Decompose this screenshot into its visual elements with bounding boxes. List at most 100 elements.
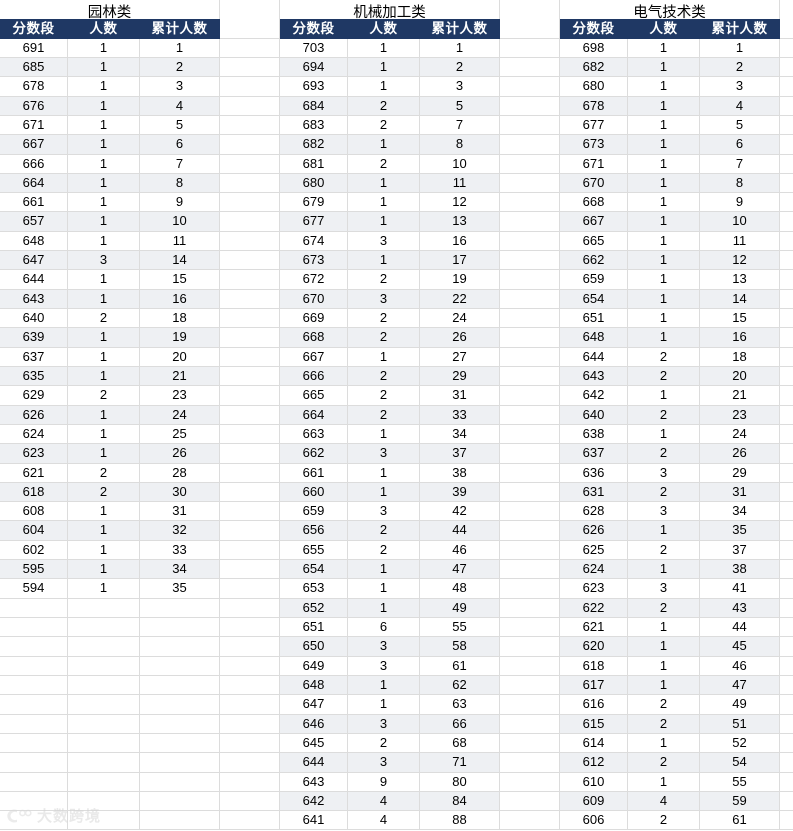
table-cell: 48 (420, 579, 500, 599)
spacer-cell (220, 270, 280, 290)
column-header-2: 累计人数 (140, 19, 220, 39)
spacer-cell (780, 405, 793, 425)
table-cell: 1 (628, 193, 700, 213)
spacer-cell (500, 753, 560, 773)
table-cell: 1 (628, 57, 700, 78)
empty-cell (140, 772, 220, 792)
empty-cell (0, 695, 68, 715)
empty-cell (68, 598, 140, 618)
table-cell: 1 (68, 154, 140, 174)
spacer-cell (220, 154, 280, 174)
spacer-cell (500, 598, 560, 618)
table-cell: 644 (0, 270, 68, 290)
table-cell: 14 (700, 289, 780, 309)
table-cell: 88 (420, 811, 500, 831)
empty-cell (140, 656, 220, 676)
table-cell: 624 (560, 560, 628, 580)
spacer-cell (780, 811, 793, 831)
table-cell: 55 (420, 618, 500, 638)
table-cell: 38 (700, 560, 780, 580)
spacer-cell (500, 791, 560, 812)
spacer-cell (220, 386, 280, 406)
spacer-cell (220, 579, 280, 599)
table-cell: 1 (348, 251, 420, 271)
table-cell: 2 (628, 347, 700, 367)
empty-cell (140, 637, 220, 657)
table-cell: 652 (280, 598, 348, 618)
table-cell: 642 (560, 386, 628, 406)
table-cell: 684 (280, 96, 348, 116)
spacer-cell (780, 251, 793, 271)
spacer-cell (500, 675, 560, 696)
table-cell: 59 (700, 791, 780, 812)
table-cell: 8 (140, 173, 220, 194)
table-cell: 10 (420, 154, 500, 174)
spacer-cell (220, 19, 280, 39)
table-cell: 15 (700, 309, 780, 329)
column-header-2: 累计人数 (700, 19, 780, 39)
table-cell: 2 (348, 96, 420, 116)
spacer-cell (500, 270, 560, 290)
table-cell: 1 (68, 560, 140, 580)
table-cell: 1 (68, 405, 140, 425)
table-cell: 1 (628, 675, 700, 696)
spacer-cell (780, 618, 793, 638)
table-cell: 47 (420, 560, 500, 580)
empty-cell (68, 695, 140, 715)
spacer-cell (780, 57, 793, 78)
table-cell: 1 (348, 424, 420, 445)
table-cell: 7 (140, 154, 220, 174)
table-cell: 32 (140, 521, 220, 541)
table-cell: 3 (68, 251, 140, 271)
spacer-cell (220, 328, 280, 348)
table-cell: 648 (560, 328, 628, 348)
table-cell: 636 (560, 463, 628, 483)
spacer-cell (780, 444, 793, 464)
table-cell: 7 (420, 115, 500, 136)
column-header-1: 人数 (348, 19, 420, 39)
spacer-cell (780, 270, 793, 290)
table-cell: 9 (348, 772, 420, 792)
table-cell: 34 (140, 560, 220, 580)
table-cell: 1 (628, 270, 700, 290)
table-cell: 703 (280, 38, 348, 58)
table-cell: 1 (348, 173, 420, 194)
spacer-cell (780, 521, 793, 541)
table-cell: 35 (140, 579, 220, 599)
spacer-cell (220, 289, 280, 309)
spacer-cell (780, 714, 793, 734)
table-cell: 63 (420, 695, 500, 715)
table-cell: 1 (68, 231, 140, 252)
table-cell: 1 (628, 212, 700, 232)
table-cell: 23 (700, 405, 780, 425)
column-header-1: 人数 (628, 19, 700, 39)
spacer-cell (220, 96, 280, 116)
spacer-cell (500, 289, 560, 309)
table-cell: 1 (68, 270, 140, 290)
table-cell: 24 (420, 309, 500, 329)
table-cell: 22 (420, 289, 500, 309)
table-cell: 2 (348, 386, 420, 406)
table-cell: 47 (700, 675, 780, 696)
table-cell: 609 (560, 791, 628, 812)
table-cell: 638 (560, 424, 628, 445)
table-cell: 26 (140, 444, 220, 464)
spacer-cell (220, 135, 280, 155)
empty-cell (140, 695, 220, 715)
column-header-1: 人数 (68, 19, 140, 39)
table-cell: 641 (280, 811, 348, 831)
table-cell: 1 (348, 482, 420, 503)
table-cell: 26 (700, 444, 780, 464)
table-cell: 1 (348, 212, 420, 232)
empty-cell (68, 675, 140, 696)
empty-cell (0, 772, 68, 792)
table-cell: 2 (348, 540, 420, 561)
table-cell: 691 (0, 38, 68, 58)
empty-cell (140, 618, 220, 638)
spacer-cell (780, 675, 793, 696)
spacer-cell (220, 77, 280, 97)
table-cell: 654 (560, 289, 628, 309)
table-cell: 71 (420, 753, 500, 773)
table-cell: 62 (420, 675, 500, 696)
table-cell: 3 (628, 502, 700, 522)
